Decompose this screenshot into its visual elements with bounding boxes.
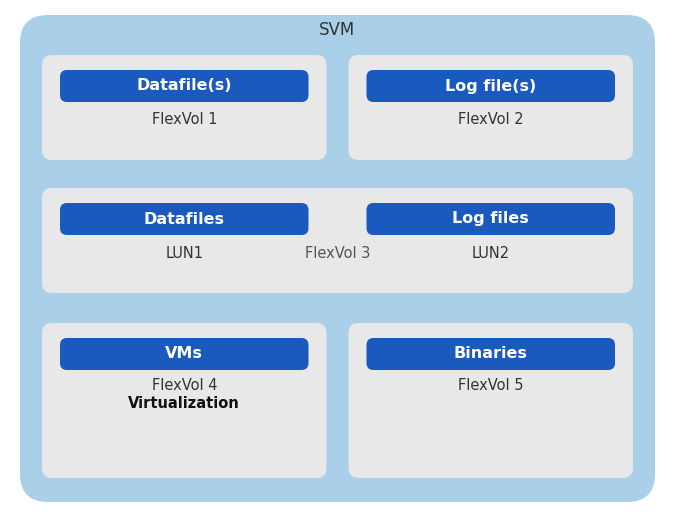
Text: Log files: Log files: [452, 211, 529, 226]
FancyBboxPatch shape: [367, 203, 615, 235]
FancyBboxPatch shape: [60, 70, 308, 102]
FancyBboxPatch shape: [348, 55, 633, 160]
Text: VMs: VMs: [165, 346, 203, 361]
Text: FlexVol 5: FlexVol 5: [458, 378, 524, 393]
FancyBboxPatch shape: [20, 15, 655, 502]
Text: LUN1: LUN1: [165, 246, 203, 261]
FancyBboxPatch shape: [60, 203, 308, 235]
Text: Log file(s): Log file(s): [445, 79, 537, 94]
Text: FlexVol 2: FlexVol 2: [458, 113, 524, 128]
Text: FlexVol 4: FlexVol 4: [151, 378, 217, 393]
FancyBboxPatch shape: [367, 70, 615, 102]
FancyBboxPatch shape: [367, 338, 615, 370]
Text: Datafile(s): Datafile(s): [136, 79, 232, 94]
FancyBboxPatch shape: [42, 188, 633, 293]
FancyBboxPatch shape: [348, 323, 633, 478]
Text: LUN2: LUN2: [472, 246, 510, 261]
Text: FlexVol 1: FlexVol 1: [151, 113, 217, 128]
Text: Virtualization: Virtualization: [128, 397, 240, 412]
Text: SVM: SVM: [319, 21, 356, 39]
Text: FlexVol 3: FlexVol 3: [305, 246, 370, 261]
Text: Binaries: Binaries: [454, 346, 528, 361]
FancyBboxPatch shape: [60, 338, 308, 370]
FancyBboxPatch shape: [42, 323, 327, 478]
FancyBboxPatch shape: [42, 55, 327, 160]
Text: Datafiles: Datafiles: [144, 211, 225, 226]
